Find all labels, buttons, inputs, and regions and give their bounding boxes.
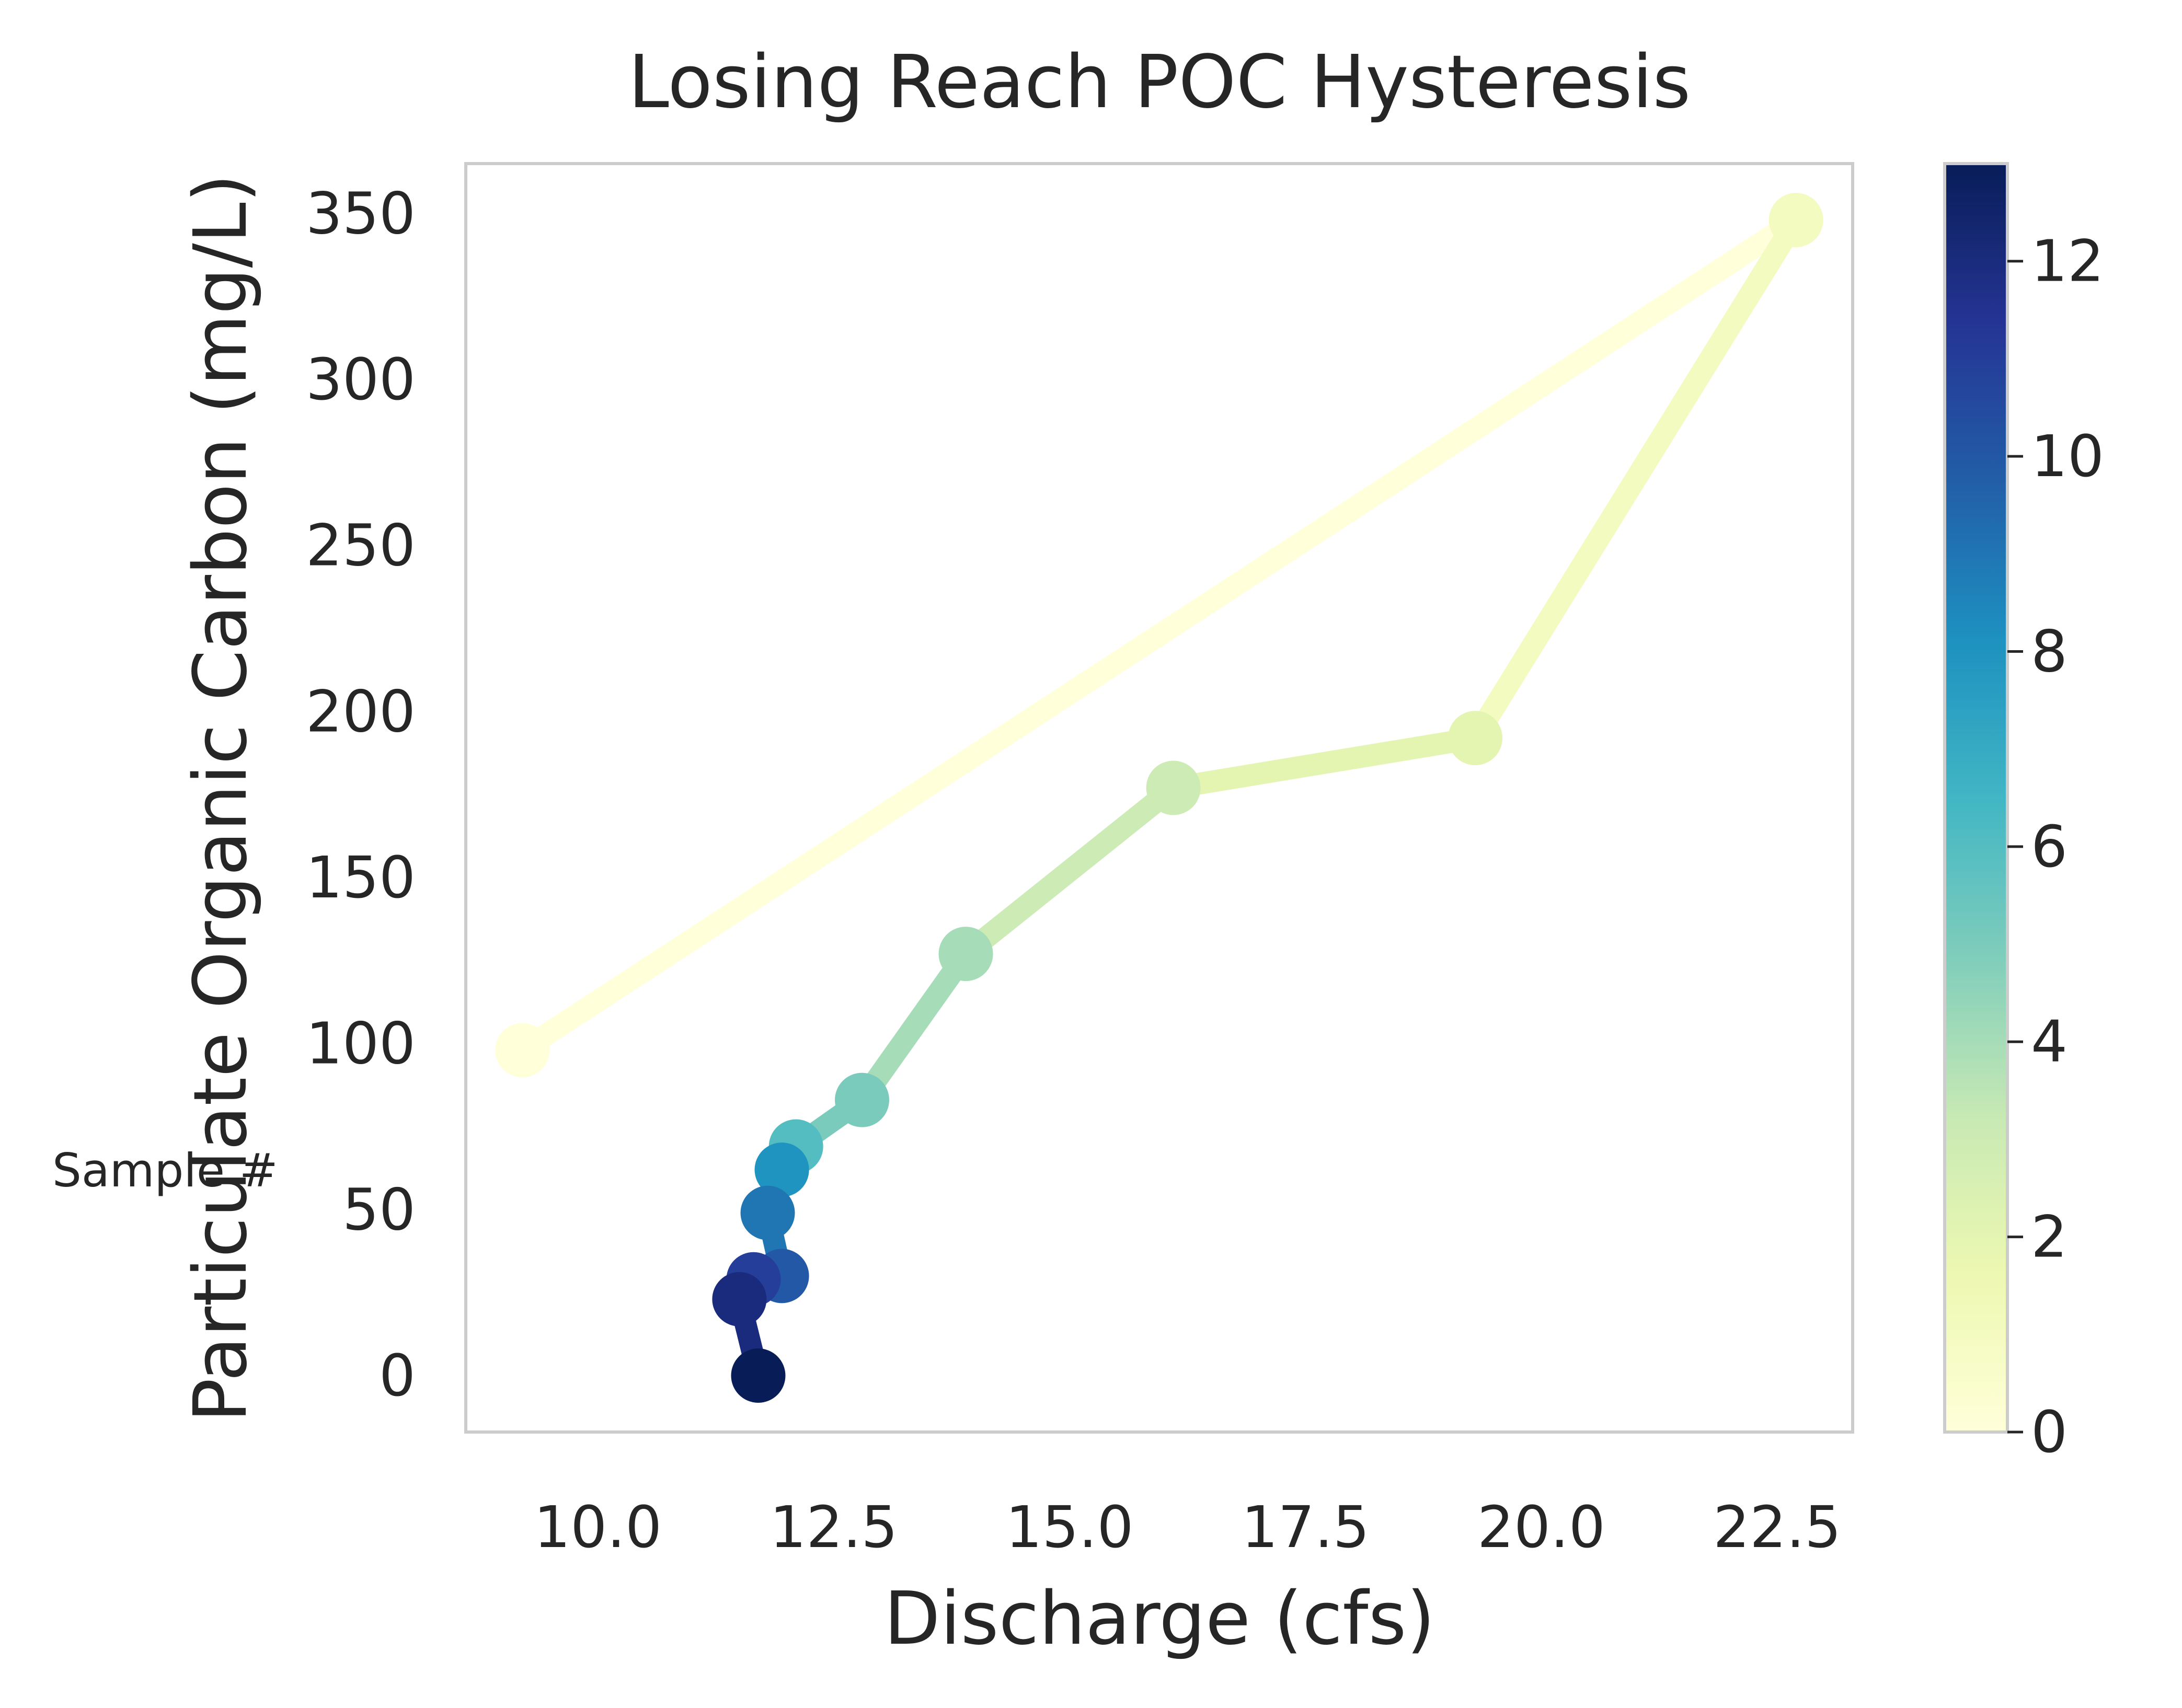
data-point xyxy=(712,1272,767,1326)
data-point xyxy=(740,1185,795,1240)
data-point xyxy=(1146,760,1201,815)
y-tick-label: 0 xyxy=(379,1342,416,1409)
colorbar-tick-label: 2 xyxy=(2031,1204,2068,1271)
series-segment xyxy=(851,943,977,1111)
data-point xyxy=(495,1023,550,1078)
series-points xyxy=(495,193,1823,1403)
y-tick-label: 100 xyxy=(306,1010,416,1077)
plot-frame xyxy=(464,162,1854,1434)
y-tick-label: 200 xyxy=(306,678,416,745)
colorbar-tick-label: 4 xyxy=(2031,1008,2068,1075)
x-tick-label: 20.0 xyxy=(1477,1494,1605,1561)
x-tick-label: 22.5 xyxy=(1713,1494,1841,1561)
x-axis-label: Discharge (cfs) xyxy=(884,1576,1435,1661)
colorbar-label: Sample # xyxy=(52,1144,278,1197)
colorbar-ticks: 0 2 4 6 8 10 12 xyxy=(2007,228,2104,1465)
series-segment xyxy=(1162,727,1487,799)
y-tick-label: 300 xyxy=(306,346,416,413)
colorbar-tick-label: 12 xyxy=(2031,228,2104,295)
x-tick-label: 12.5 xyxy=(770,1494,898,1561)
y-tick-label: 250 xyxy=(306,512,416,579)
colorbar xyxy=(1943,162,2009,1434)
y-tick-labels: 0 50 100 150 200 250 300 350 xyxy=(306,180,416,1409)
series-segment xyxy=(1464,209,1807,749)
y-tick-label: 150 xyxy=(306,844,416,911)
series-segment xyxy=(955,777,1185,965)
y-axis-label: Particulate Organic Carbon (mg/L) xyxy=(178,174,263,1423)
colorbar-tick-label: 6 xyxy=(2031,813,2068,880)
x-tick-label: 17.5 xyxy=(1242,1494,1370,1561)
series-segment xyxy=(511,209,1807,1061)
colorbar-tick-label: 8 xyxy=(2031,618,2068,685)
data-point xyxy=(731,1348,786,1403)
data-point xyxy=(938,927,993,982)
data-point xyxy=(754,1142,809,1197)
colorbar-tick-label: 10 xyxy=(2031,423,2104,490)
x-tick-label: 10.0 xyxy=(534,1494,662,1561)
y-tick-label: 50 xyxy=(342,1176,416,1243)
data-point xyxy=(1768,193,1823,248)
y-tick-label: 350 xyxy=(306,180,416,247)
data-point xyxy=(835,1072,889,1127)
colorbar-tick-label: 0 xyxy=(2031,1399,2068,1465)
data-point xyxy=(1448,711,1503,766)
x-tick-labels: 10.0 12.5 15.0 17.5 20.0 22.5 xyxy=(534,1494,1841,1561)
x-tick-label: 15.0 xyxy=(1006,1494,1134,1561)
chart-title: Losing Reach POC Hysteresis xyxy=(628,40,1691,125)
